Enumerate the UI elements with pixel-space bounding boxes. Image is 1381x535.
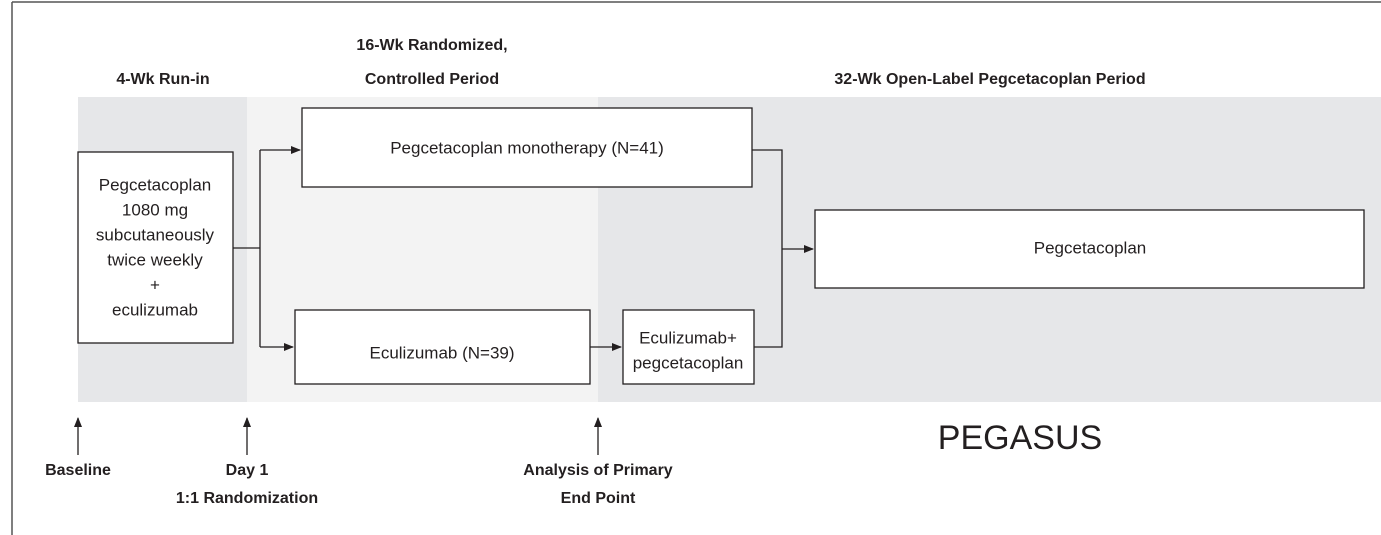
period-header: Controlled Period	[365, 71, 499, 88]
milestone-label: 1:1 Randomization	[176, 490, 318, 507]
box-text: Pegcetacoplan monotherapy (N=41)	[390, 138, 664, 157]
milestone-label: Day 1	[226, 462, 269, 479]
monotherapy-box	[301, 107, 753, 188]
milestone-label: End Point	[561, 490, 636, 507]
pegcetacoplan-box	[814, 209, 1365, 289]
period-header: 4-Wk Run-in	[116, 71, 209, 88]
run-in-box	[77, 151, 234, 344]
box-text: eculizumab	[112, 300, 198, 319]
combination-box	[622, 309, 755, 385]
box-text: +	[150, 275, 160, 294]
box-text: 1080 mg	[122, 200, 188, 219]
box-text: subcutaneously	[96, 225, 215, 244]
box-text: twice weekly	[107, 250, 203, 269]
study-name: PEGASUS	[938, 419, 1102, 457]
box-text: Eculizumab (N=39)	[369, 343, 514, 362]
connector	[233, 150, 261, 347]
box-text: Pegcetacoplan	[99, 175, 211, 194]
eculizumab-box	[294, 309, 591, 385]
period-header: 16-Wk Randomized,	[356, 37, 507, 54]
milestone-label: Baseline	[45, 462, 111, 479]
box-text: Eculizumab+	[639, 328, 737, 347]
box-text: pegcetacoplan	[633, 353, 744, 372]
period-header: 32-Wk Open-Label Pegcetacoplan Period	[834, 71, 1145, 88]
box-text: Pegcetacoplan	[1034, 238, 1146, 257]
milestone-label: Analysis of Primary	[523, 462, 673, 479]
